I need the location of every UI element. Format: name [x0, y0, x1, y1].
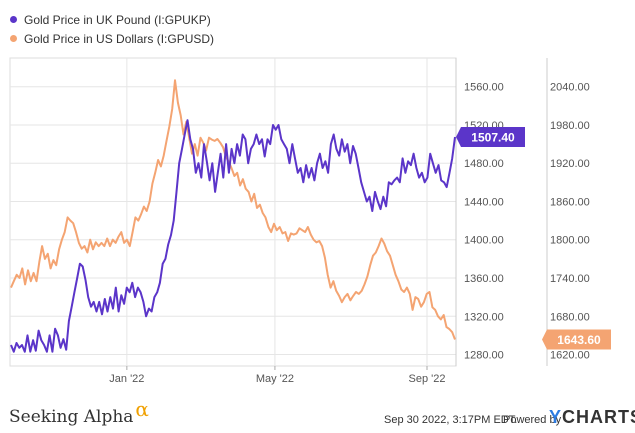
right-axis-tick-label: 2040.00: [550, 82, 590, 94]
chart-footer: Seeking Alpha α Sep 30 2022, 3:17PM EDT. …: [0, 395, 635, 433]
last-value-flag-usd: [542, 329, 611, 350]
right-axis-tick-label: 1800.00: [550, 235, 590, 247]
alpha-symbol-icon: α: [135, 397, 149, 421]
left-axis-tick-label: 1360.00: [464, 273, 504, 285]
left-axis-tick-label: 1480.00: [464, 158, 504, 170]
last-value-flag-ukp: [456, 127, 525, 148]
x-axis-tick-label: Sep '22: [409, 373, 446, 385]
seeking-alpha-logo[interactable]: Seeking Alpha α: [9, 397, 149, 427]
right-axis-tick-label: 1920.00: [550, 158, 590, 170]
legend-swatch-ukp: [10, 16, 17, 23]
series-line-ukp: [10, 119, 456, 353]
legend-item-usd[interactable]: Gold Price in US Dollars (I:GPUSD): [10, 29, 214, 48]
right-axis-tick-label: 1680.00: [550, 311, 590, 323]
powered-by-label: Powered by: [503, 414, 562, 426]
legend-item-ukp[interactable]: Gold Price in UK Pound (I:GPUKP): [10, 10, 214, 29]
left-axis-tick-label: 1320.00: [464, 311, 504, 323]
chart-legend: Gold Price in UK Pound (I:GPUKP) Gold Pr…: [10, 10, 214, 48]
x-axis-tick-label: Jan '22: [109, 373, 144, 385]
ycharts-logo-y: Y: [549, 407, 563, 427]
timestamp: Sep 30 2022, 3:17PM EDT.: [384, 414, 518, 426]
legend-swatch-usd: [10, 35, 17, 42]
series-line-usd: [10, 79, 456, 340]
left-axis-tick-label: 1560.00: [464, 82, 504, 94]
left-axis-tick-label: 1440.00: [464, 196, 504, 208]
brand-name: Seeking Alpha: [9, 407, 134, 427]
last-value-label-ukp: 1507.40: [471, 131, 515, 145]
left-axis-tick-label: 1400.00: [464, 235, 504, 247]
left-axis-tick-label: 1280.00: [464, 350, 504, 362]
last-value-label-usd: 1643.60: [557, 333, 601, 347]
right-axis-tick-label: 1740.00: [550, 273, 590, 285]
legend-label-ukp: Gold Price in UK Pound (I:GPUKP): [24, 12, 211, 27]
plot-frame: [9, 57, 457, 367]
right-axis-tick-label: 1980.00: [550, 120, 590, 132]
right-axis-tick-label: 1620.00: [550, 350, 590, 362]
legend-label-usd: Gold Price in US Dollars (I:GPUSD): [24, 31, 215, 46]
ycharts-logo[interactable]: YCHARTS: [549, 407, 635, 428]
dual-axis-line-chart: 1280.00 1320.00 1360.00 1400.00 1440.00 1480.…: [9, 57, 611, 385]
ycharts-logo-rest: CHARTS: [562, 407, 635, 427]
right-axis-tick-label: 1860.00: [550, 196, 590, 208]
x-axis-tick-label: May '22: [256, 373, 294, 385]
